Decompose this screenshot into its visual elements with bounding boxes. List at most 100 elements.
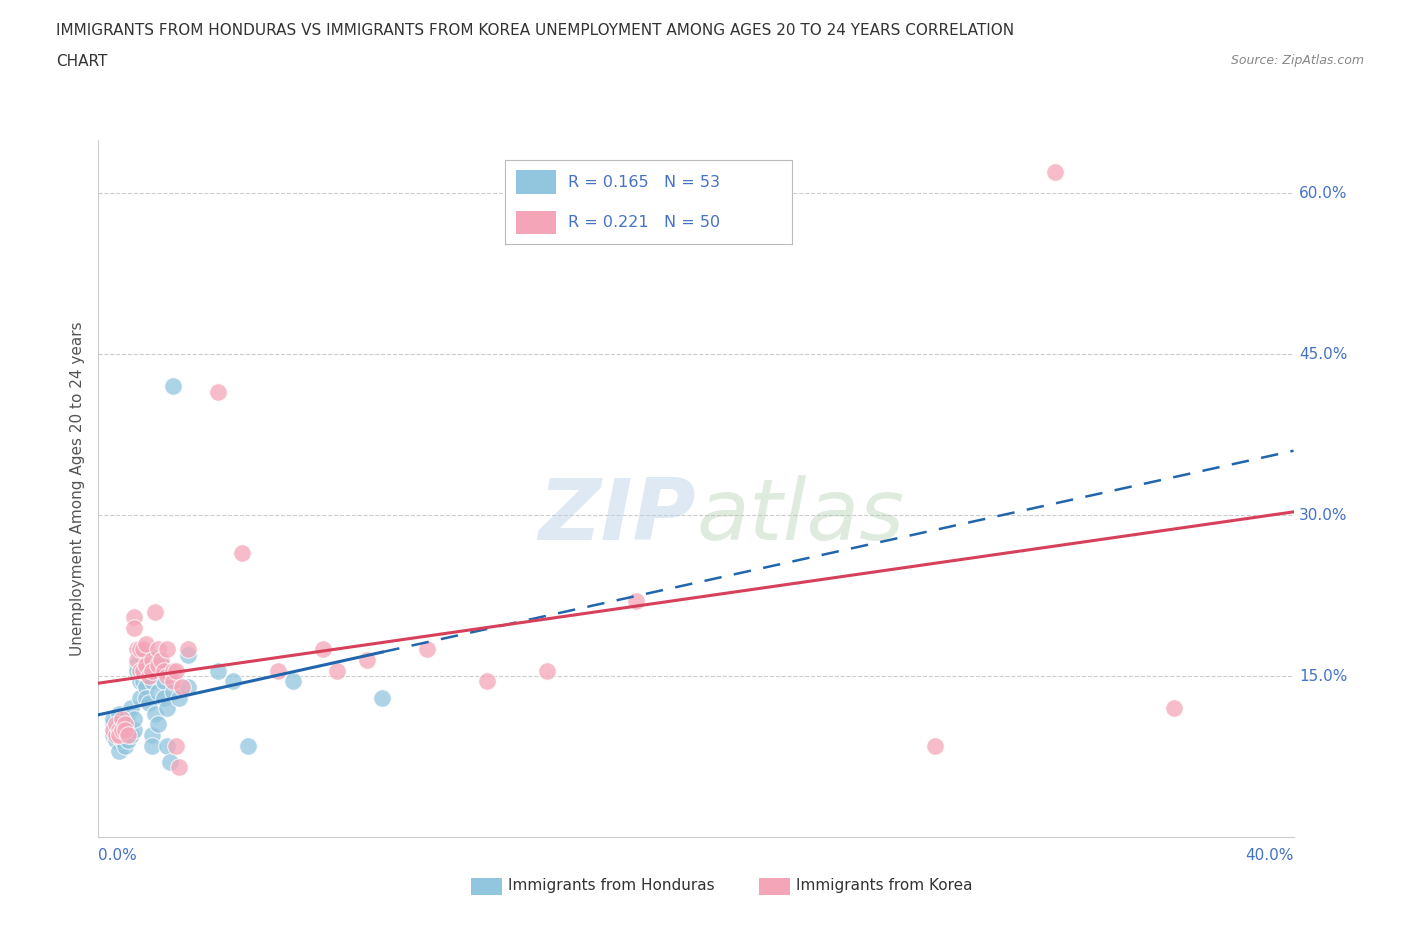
Point (165, 738, 187, 753)
Point (207, 384, 229, 399)
Point (120, 727, 142, 742)
Point (222, 674, 245, 689)
Point (356, 653, 378, 668)
Point (311, 642, 333, 657)
Point (143, 706, 166, 721)
Point (162, 663, 184, 678)
Point (143, 604, 166, 619)
Point (1163, 701, 1185, 716)
Point (150, 653, 173, 668)
Point (105, 727, 128, 742)
Point (132, 663, 155, 678)
Point (127, 658, 149, 672)
Point (135, 636, 157, 651)
Point (536, 663, 558, 678)
Text: atlas: atlas (696, 474, 904, 558)
Point (141, 727, 163, 742)
Point (127, 653, 149, 668)
Point (138, 696, 160, 711)
Point (167, 690, 190, 705)
Point (153, 690, 176, 705)
Point (111, 723, 134, 737)
Point (148, 663, 170, 678)
Text: R = 0.221   N = 50: R = 0.221 N = 50 (568, 215, 720, 230)
Point (624, 593, 647, 608)
Point (148, 642, 170, 657)
Point (236, 738, 259, 753)
Point (162, 674, 184, 689)
Point (111, 727, 134, 742)
Point (108, 744, 131, 759)
Point (132, 663, 155, 678)
Point (326, 663, 349, 678)
Point (120, 701, 142, 716)
Point (924, 738, 946, 753)
Point (281, 674, 304, 689)
Point (231, 545, 253, 560)
Point (135, 679, 157, 694)
Point (162, 684, 184, 699)
Text: R = 0.165   N = 53: R = 0.165 N = 53 (568, 175, 720, 190)
Point (148, 717, 170, 732)
Point (127, 663, 149, 678)
Point (114, 717, 136, 732)
Point (156, 642, 179, 657)
Point (129, 663, 152, 678)
Text: 0.0%: 0.0% (98, 848, 138, 863)
Point (103, 711, 125, 726)
Point (124, 609, 146, 624)
Bar (516, 170, 557, 194)
Point (162, 379, 184, 393)
Point (108, 717, 131, 732)
Point (416, 642, 439, 657)
Text: CHART: CHART (56, 54, 108, 69)
Point (117, 733, 139, 748)
Text: 15.0%: 15.0% (1299, 669, 1347, 684)
Point (148, 658, 170, 672)
Point (124, 620, 146, 635)
Point (117, 706, 139, 721)
Point (177, 647, 200, 662)
Point (132, 642, 155, 657)
Point (371, 690, 394, 705)
Point (138, 647, 160, 662)
Point (141, 663, 163, 678)
Point (124, 723, 146, 737)
Point (153, 674, 176, 689)
Point (103, 723, 125, 737)
Point (111, 723, 134, 737)
Point (108, 723, 131, 737)
Point (267, 663, 290, 678)
Point (105, 723, 128, 737)
Text: Immigrants from Honduras: Immigrants from Honduras (508, 878, 714, 893)
Point (103, 717, 125, 732)
Point (159, 754, 181, 769)
Point (111, 733, 134, 748)
Point (177, 642, 200, 657)
Text: 30.0%: 30.0% (1299, 508, 1347, 523)
Point (172, 679, 194, 694)
Point (141, 653, 163, 668)
Text: 45.0%: 45.0% (1299, 347, 1347, 362)
Point (108, 706, 131, 721)
Point (207, 663, 229, 678)
Point (114, 717, 136, 732)
Y-axis label: Unemployment Among Ages 20 to 24 years: Unemployment Among Ages 20 to 24 years (69, 321, 84, 656)
Text: 60.0%: 60.0% (1299, 186, 1347, 201)
Point (114, 738, 136, 753)
Point (127, 642, 149, 657)
Point (148, 684, 170, 699)
Point (167, 760, 190, 775)
Text: IMMIGRANTS FROM HONDURAS VS IMMIGRANTS FROM KOREA UNEMPLOYMENT AMONG AGES 20 TO : IMMIGRANTS FROM HONDURAS VS IMMIGRANTS F… (56, 23, 1014, 38)
Point (117, 723, 139, 737)
Point (177, 679, 200, 694)
Point (1043, 165, 1066, 179)
Point (132, 674, 155, 689)
Point (105, 717, 128, 732)
Point (111, 711, 134, 726)
Point (124, 711, 146, 726)
Point (117, 727, 139, 742)
Point (114, 723, 136, 737)
Point (153, 663, 176, 678)
Point (165, 663, 187, 678)
